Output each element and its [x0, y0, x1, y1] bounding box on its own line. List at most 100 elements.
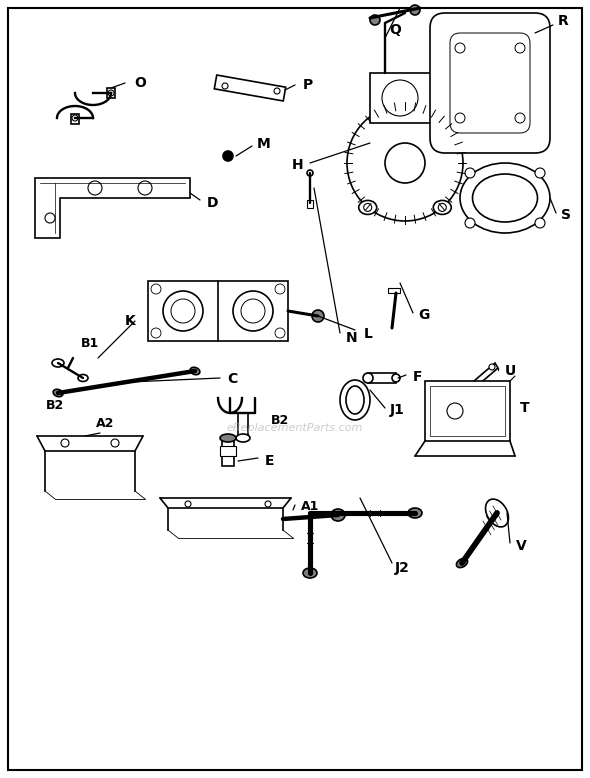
Ellipse shape [303, 568, 317, 578]
Circle shape [307, 170, 313, 176]
Text: B2: B2 [46, 398, 64, 412]
Text: G: G [418, 308, 430, 322]
Circle shape [241, 299, 265, 323]
Bar [238, 413, 248, 438]
Circle shape [385, 143, 425, 183]
FancyBboxPatch shape [430, 13, 550, 153]
Text: P: P [303, 78, 313, 92]
Text: D: D [207, 196, 219, 210]
Text: S: S [561, 208, 571, 222]
Circle shape [363, 203, 372, 212]
Text: O: O [134, 76, 146, 90]
Bar [430, 386, 505, 436]
Ellipse shape [473, 174, 537, 222]
Circle shape [347, 105, 463, 221]
Circle shape [535, 218, 545, 228]
Circle shape [382, 80, 418, 116]
Text: J2: J2 [395, 561, 409, 575]
Ellipse shape [220, 434, 236, 442]
Circle shape [274, 88, 280, 94]
Circle shape [163, 291, 203, 331]
Polygon shape [35, 178, 190, 238]
Circle shape [111, 439, 119, 447]
Text: N: N [346, 331, 358, 345]
Ellipse shape [340, 380, 370, 420]
Bar [307, 200, 313, 208]
Ellipse shape [52, 359, 64, 367]
Circle shape [138, 181, 152, 195]
FancyBboxPatch shape [450, 33, 530, 133]
Ellipse shape [433, 201, 451, 215]
Bar [388, 288, 400, 293]
Bar [148, 281, 288, 341]
Circle shape [171, 299, 195, 323]
Circle shape [185, 501, 191, 507]
Circle shape [438, 203, 446, 212]
Ellipse shape [346, 386, 364, 414]
FancyBboxPatch shape [71, 114, 79, 124]
FancyBboxPatch shape [107, 88, 115, 98]
Text: B2: B2 [271, 413, 289, 426]
Text: C: C [227, 372, 237, 386]
Text: A1: A1 [301, 499, 319, 513]
Text: R: R [558, 14, 568, 28]
Ellipse shape [359, 201, 377, 215]
Circle shape [223, 151, 233, 161]
Ellipse shape [78, 374, 88, 381]
Text: K: K [124, 314, 135, 328]
Ellipse shape [392, 374, 400, 382]
Ellipse shape [190, 367, 200, 375]
Circle shape [465, 218, 475, 228]
Text: A2: A2 [96, 416, 114, 429]
Circle shape [108, 90, 114, 96]
Text: L: L [363, 327, 372, 341]
Bar [368, 373, 396, 383]
Circle shape [455, 43, 465, 53]
Text: F: F [413, 370, 423, 384]
Circle shape [61, 439, 69, 447]
Text: H: H [292, 158, 304, 172]
Ellipse shape [236, 434, 250, 442]
Circle shape [370, 15, 380, 25]
Circle shape [275, 284, 285, 294]
Text: Q: Q [389, 23, 401, 37]
Circle shape [455, 113, 465, 123]
Text: U: U [504, 364, 516, 378]
Ellipse shape [486, 499, 509, 527]
Circle shape [465, 168, 475, 178]
Circle shape [72, 115, 78, 121]
Text: B1: B1 [81, 337, 99, 349]
Bar [425, 381, 510, 441]
Circle shape [410, 5, 420, 15]
Circle shape [275, 328, 285, 338]
Circle shape [233, 291, 273, 331]
Circle shape [515, 113, 525, 123]
Text: J1: J1 [389, 403, 404, 417]
Circle shape [88, 181, 102, 195]
Circle shape [312, 310, 324, 322]
Ellipse shape [331, 509, 345, 521]
Bar [220, 446, 236, 456]
Ellipse shape [363, 373, 373, 383]
Ellipse shape [460, 163, 550, 233]
Text: T: T [520, 401, 530, 415]
Circle shape [489, 364, 495, 370]
Ellipse shape [53, 389, 63, 397]
Bar [370, 73, 435, 123]
Text: M: M [257, 137, 271, 151]
Circle shape [151, 328, 161, 338]
Circle shape [45, 213, 55, 223]
Circle shape [151, 284, 161, 294]
Polygon shape [214, 75, 286, 101]
Circle shape [265, 501, 271, 507]
Bar [222, 438, 234, 466]
Ellipse shape [408, 508, 422, 518]
Circle shape [535, 168, 545, 178]
Circle shape [515, 43, 525, 53]
Ellipse shape [457, 559, 467, 568]
Circle shape [447, 403, 463, 419]
Circle shape [222, 83, 228, 89]
Text: eReplacementParts.com: eReplacementParts.com [227, 423, 363, 433]
Text: V: V [516, 539, 526, 553]
Text: E: E [266, 454, 275, 468]
